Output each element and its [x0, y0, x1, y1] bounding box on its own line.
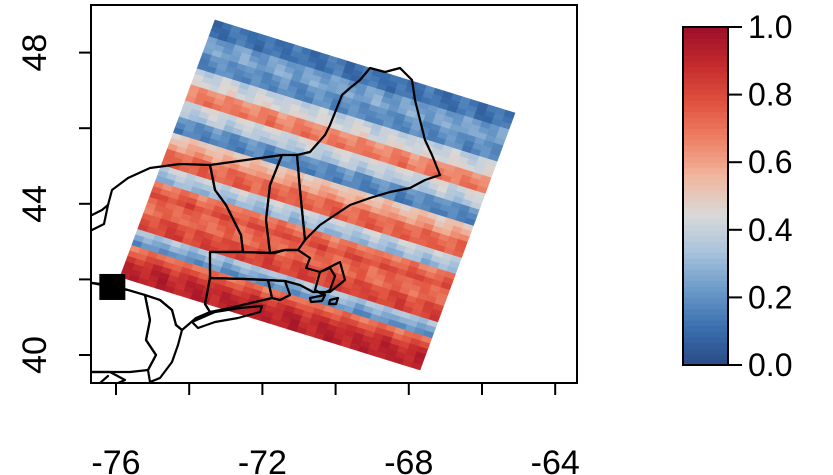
colorbar-segment — [683, 252, 728, 259]
colorbar-segment — [683, 224, 728, 231]
colorbar-segment — [683, 314, 728, 321]
colorbar-segment — [683, 32, 728, 39]
colorbar-segment — [683, 167, 728, 175]
maine-boundary — [295, 66, 442, 242]
colorbar-segment — [683, 105, 728, 113]
colorbar-segment — [683, 145, 728, 152]
y-tick-label: 44 — [16, 185, 54, 223]
colorbar-segment — [683, 348, 728, 355]
colorbar-segment — [683, 336, 728, 344]
colorbar-segment — [683, 83, 728, 90]
colorbar-segment — [683, 229, 728, 237]
colorbar-segment — [683, 235, 728, 242]
colorbar-segment — [683, 297, 728, 304]
colorbar-segment — [683, 257, 728, 265]
colorbar-segment — [683, 72, 728, 79]
y-tick-label: 48 — [16, 34, 54, 72]
colorbar-segment — [683, 246, 728, 253]
colorbar-segment — [683, 331, 728, 338]
colorbar-segment — [683, 241, 728, 248]
colorbar-segment — [683, 303, 728, 310]
colorbar-segment — [683, 139, 728, 146]
delaware-maryland-outline — [91, 370, 127, 383]
colorbar-segment — [683, 111, 728, 118]
rhode-island-boundary — [266, 278, 292, 302]
location-marker — [99, 273, 126, 300]
colorbar-segment — [683, 212, 728, 220]
state-boundaries — [91, 66, 442, 383]
colorbar-segment — [683, 353, 728, 360]
x-axis: -76 -72 -68 -64 — [91, 383, 580, 475]
colorbar-segment — [683, 49, 728, 56]
new-jersey-boundary — [143, 293, 184, 383]
island-martha-vineyard — [308, 293, 327, 304]
colorbar-segment — [683, 88, 728, 96]
colorbar-segment — [683, 173, 728, 180]
colorbar-tick-label: 0.8 — [748, 77, 792, 113]
colorbar-segment — [683, 156, 728, 163]
lake-ontario-edge — [91, 203, 110, 217]
colorbar-segment — [683, 77, 728, 84]
colorbar-segment — [683, 207, 728, 214]
colorbar-segment — [683, 291, 728, 298]
colorbar-segment — [683, 150, 728, 158]
colorbar-segment — [683, 66, 728, 73]
y-axis: 40 44 48 — [16, 34, 91, 374]
colorbar-tick-label: 1.0 — [748, 9, 792, 45]
colorbar-segment — [683, 325, 728, 332]
colorbar-segment — [683, 60, 728, 68]
colorbar-segment — [683, 38, 728, 45]
colorbar-segment — [683, 218, 728, 225]
colorbar-segment — [683, 184, 728, 191]
colorbar-segment — [683, 94, 728, 101]
x-tick-label: -64 — [531, 444, 580, 475]
heatmap-grid — [119, 19, 516, 371]
colorbar-tick-label: 0.6 — [748, 144, 792, 180]
colorbar-tick-label: 0.2 — [748, 279, 792, 315]
colorbar-segment — [683, 162, 728, 169]
colorbar-segment — [683, 55, 728, 62]
colorbar: 0.0 0.2 0.4 0.6 0.8 1.0 — [682, 9, 792, 383]
colorbar-segment — [683, 286, 728, 293]
colorbar-segment — [683, 190, 728, 197]
colorbar-segment — [683, 128, 728, 135]
colorbar-segment — [683, 280, 728, 287]
colorbar-segment — [683, 263, 728, 270]
colorbar-tick-label: 0.0 — [748, 347, 792, 383]
colorbar-segment — [683, 134, 728, 141]
pennsylvania-boundary — [91, 281, 158, 374]
colorbar-segment — [683, 342, 728, 349]
x-tick-label: -72 — [238, 444, 287, 475]
colorbar-frame — [682, 26, 729, 366]
plot-frame — [90, 4, 578, 384]
colorbar-segment — [683, 43, 728, 51]
y-tick-label: 40 — [16, 336, 54, 374]
colorbar-segment — [683, 319, 728, 327]
colorbar-segment — [683, 179, 728, 186]
colorbar-segment — [683, 196, 728, 203]
heatmap-cell — [503, 109, 516, 119]
cape-cod-outline — [313, 266, 337, 296]
x-tick-label: -68 — [384, 444, 433, 475]
colorbar-segment — [683, 27, 728, 34]
colorbar-segment — [683, 100, 728, 107]
colorbar-segment — [683, 201, 728, 208]
colorbar-tick-label: 0.4 — [748, 212, 792, 248]
colorbar-segment — [683, 359, 728, 366]
colorbar-segment — [683, 117, 728, 124]
island-nantucket — [327, 296, 340, 306]
colorbar-segment — [683, 122, 728, 129]
x-tick-label: -76 — [91, 444, 140, 475]
colorbar-segment — [683, 308, 728, 315]
colorbar-segment — [683, 274, 728, 282]
long-island-outline — [190, 304, 264, 330]
colorbar-segment — [683, 269, 728, 276]
